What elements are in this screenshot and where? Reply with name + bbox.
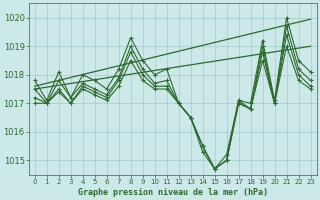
X-axis label: Graphe pression niveau de la mer (hPa): Graphe pression niveau de la mer (hPa) (78, 188, 268, 197)
